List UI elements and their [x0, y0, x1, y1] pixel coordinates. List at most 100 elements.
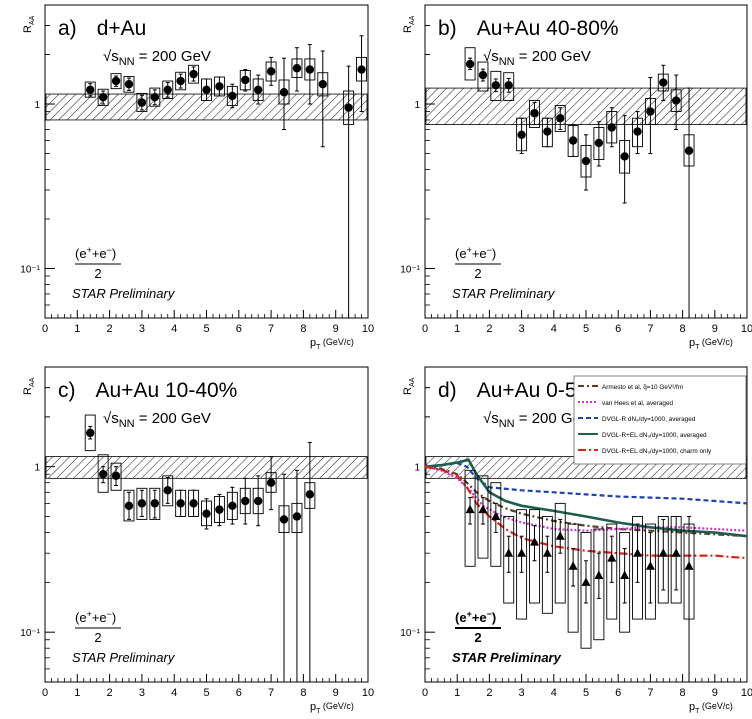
data-point — [477, 61, 489, 92]
systematic-box — [110, 73, 122, 90]
legend: Armesto et al, q̂=10 GeV²/fm van Hees et … — [573, 375, 747, 465]
x-axis-label-main: p — [310, 337, 316, 349]
energy-sqrt-s: √s — [103, 48, 119, 65]
source-fraction-denominator: 2 — [94, 630, 101, 645]
systematic-box — [162, 80, 174, 99]
data-point — [149, 487, 161, 520]
triangle-marker — [594, 570, 604, 579]
circle-marker — [517, 130, 526, 139]
circle-marker — [202, 85, 211, 95]
data-point — [84, 414, 96, 452]
triangle-marker — [645, 561, 655, 570]
x-tick-label: 0 — [422, 323, 428, 335]
systematic-box — [657, 516, 669, 604]
data-points — [84, 35, 367, 318]
y-axis-label-sub: AA — [409, 377, 416, 387]
systematic-box — [529, 509, 540, 604]
systematic-box — [516, 509, 528, 620]
systematic-box — [529, 100, 540, 128]
triangle-marker — [620, 570, 630, 579]
data-point — [123, 489, 135, 522]
fraction-part: + — [467, 245, 472, 255]
x-axis-label-unit: (GeV/c) — [699, 337, 733, 347]
data-point — [554, 502, 566, 604]
x-tick-label: 1 — [74, 323, 80, 335]
systematic-box — [503, 72, 515, 101]
circle-marker — [98, 470, 108, 479]
data-point — [110, 73, 122, 90]
circle-marker — [344, 103, 353, 112]
y-axis-label: RAA — [402, 377, 416, 395]
triangle-marker — [542, 548, 552, 557]
circle-marker — [607, 123, 616, 132]
x-tick-label: 5 — [583, 687, 589, 699]
panel-b: 0 1 2 3 4 5 6 7 8 9 10 10⁻¹ 1 RAA pT (GeV/c) b) Au+Au 40… — [400, 4, 752, 351]
circle-marker — [305, 65, 315, 74]
normalization-band — [45, 456, 368, 479]
systematic-box — [110, 462, 122, 491]
systematic-box — [593, 528, 605, 641]
y-tick-label: 10⁻¹ — [20, 264, 40, 275]
y-tick-label: 1 — [414, 463, 420, 474]
energy-subscript: NN — [119, 418, 135, 430]
circle-marker — [215, 82, 224, 91]
x-tick-label: 7 — [647, 687, 653, 699]
x-tick-label: 2 — [107, 687, 113, 699]
circle-marker — [292, 512, 302, 521]
x-axis-label-sub: T — [695, 708, 700, 715]
fraction-part: + — [87, 609, 92, 619]
data-point — [632, 111, 643, 155]
fraction-part: − — [487, 609, 492, 619]
systematic-box — [464, 47, 476, 81]
data-point — [175, 489, 187, 517]
triangle-marker — [658, 548, 668, 557]
y-tick-label: 1 — [34, 100, 40, 111]
x-tick-label: 6 — [236, 687, 242, 699]
data-point — [541, 117, 553, 148]
x-tick-label: 4 — [551, 323, 557, 335]
systematic-box — [175, 71, 187, 91]
systematic-box — [632, 516, 643, 620]
data-point — [644, 523, 656, 620]
triangle-marker — [478, 504, 488, 514]
energy-value: = 200 GeV — [515, 48, 591, 65]
x-tick-label: 9 — [712, 323, 718, 335]
panel-letter: a) — [58, 17, 77, 40]
x-axis-label-sub: T — [316, 344, 321, 351]
x-axis-label: pT (GeV/c) — [689, 701, 733, 715]
circle-marker — [671, 96, 681, 105]
data-point — [265, 56, 277, 86]
data-point — [503, 516, 515, 604]
data-point — [265, 456, 277, 511]
systematic-box — [606, 523, 618, 620]
data-points — [464, 47, 695, 318]
systematic-box — [490, 70, 502, 101]
systematic-box — [136, 92, 148, 112]
circle-marker — [543, 127, 552, 136]
data-point — [291, 469, 303, 682]
data-point — [593, 528, 605, 641]
fraction-part: +e — [92, 246, 107, 261]
panel-title: b) Au+Au 40-80% — [438, 17, 619, 40]
data-point — [175, 71, 187, 91]
x-tick-label: 5 — [203, 323, 209, 335]
x-axis-label-sub: T — [316, 708, 321, 715]
x-tick-label: 8 — [680, 323, 686, 335]
normalization-band — [425, 87, 747, 125]
data-point — [541, 516, 553, 614]
y-tick-label: 1 — [414, 100, 420, 111]
data-point — [580, 532, 592, 649]
x-tick-label: 9 — [333, 323, 339, 335]
y-tick-label: 1 — [34, 463, 40, 474]
data-point — [136, 487, 148, 520]
x-tick-label: 0 — [42, 323, 48, 335]
data-point — [619, 115, 631, 204]
data-point — [97, 454, 109, 493]
star-preliminary: STAR Preliminary — [452, 286, 556, 301]
panel-letter: d) — [438, 379, 457, 402]
systematic-box — [554, 105, 566, 133]
circle-marker — [253, 85, 263, 95]
circle-marker — [478, 70, 488, 80]
systematic-box — [149, 487, 161, 520]
